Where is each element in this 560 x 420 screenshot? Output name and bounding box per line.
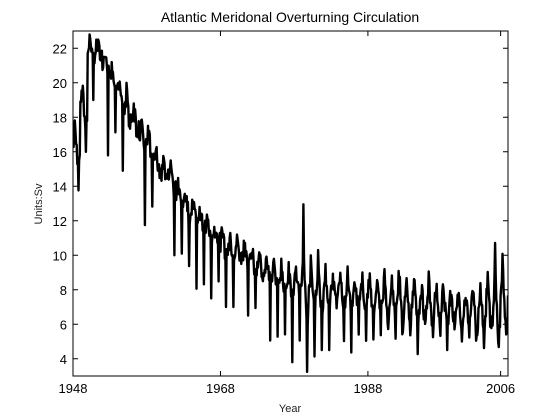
y-tick-label: 20 [53,76,67,91]
y-tick-label: 22 [53,41,67,56]
y-tick-label: 4 [60,352,67,367]
x-tick-label: 1948 [59,381,88,396]
y-axis-label: Units:Sv [33,183,45,224]
x-tick-label: 2006 [486,381,515,396]
x-tick-label: 1988 [353,381,382,396]
y-tick-label: 10 [53,248,67,263]
x-axis-label: Year [279,403,302,415]
plot-area [73,31,508,376]
y-tick-label: 8 [60,283,67,298]
x-tick-label: 1968 [206,381,235,396]
series-line [73,33,508,374]
x-axis-ticks: 1948 1968 1988 2006 [59,31,515,396]
y-tick-label: 14 [53,179,67,194]
y-tick-label: 18 [53,110,67,125]
y-tick-label: 12 [53,214,67,229]
y-tick-label: 16 [53,145,67,160]
axes-box [72,30,509,377]
chart-title: Atlantic Meridonal Overturning Circulati… [161,9,419,25]
y-tick-label: 6 [60,317,67,332]
y-axis-ticks: 4 6 8 10 12 14 16 18 20 22 [53,41,508,367]
data-lines [73,33,508,374]
